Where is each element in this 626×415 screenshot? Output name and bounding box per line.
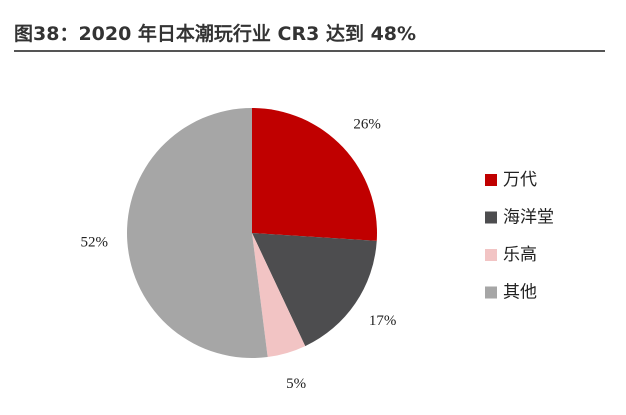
legend-swatch [485,286,497,299]
legend-label: 万代 [503,170,537,190]
legend-label: 乐高 [503,245,537,265]
value-label: 5% [286,376,306,392]
value-label: 52% [81,234,109,250]
legend-label: 其他 [503,283,537,303]
chart-title: 图38：2020 年日本潮玩行业 CR3 达到 48% [14,22,416,45]
value-label: 26% [353,116,381,132]
legend-swatch [485,174,497,186]
value-label: 17% [369,313,397,329]
legend-swatch [485,211,497,224]
pie-slice [252,233,377,347]
pie-slice [252,233,306,358]
pie-slice [252,108,377,241]
legend-label: 海洋堂 [503,208,554,228]
legend-swatch [485,249,497,261]
pie-slice [127,108,268,358]
